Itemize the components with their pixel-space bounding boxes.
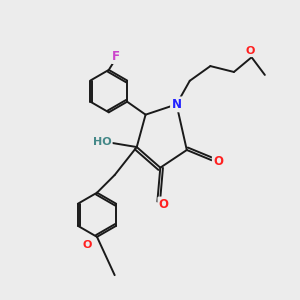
Text: O: O bbox=[213, 155, 223, 168]
Text: O: O bbox=[159, 198, 169, 211]
Text: O: O bbox=[245, 46, 255, 56]
Text: O: O bbox=[83, 240, 92, 250]
Text: N: N bbox=[172, 98, 182, 111]
Text: HO: HO bbox=[93, 137, 111, 147]
Text: F: F bbox=[112, 50, 120, 63]
